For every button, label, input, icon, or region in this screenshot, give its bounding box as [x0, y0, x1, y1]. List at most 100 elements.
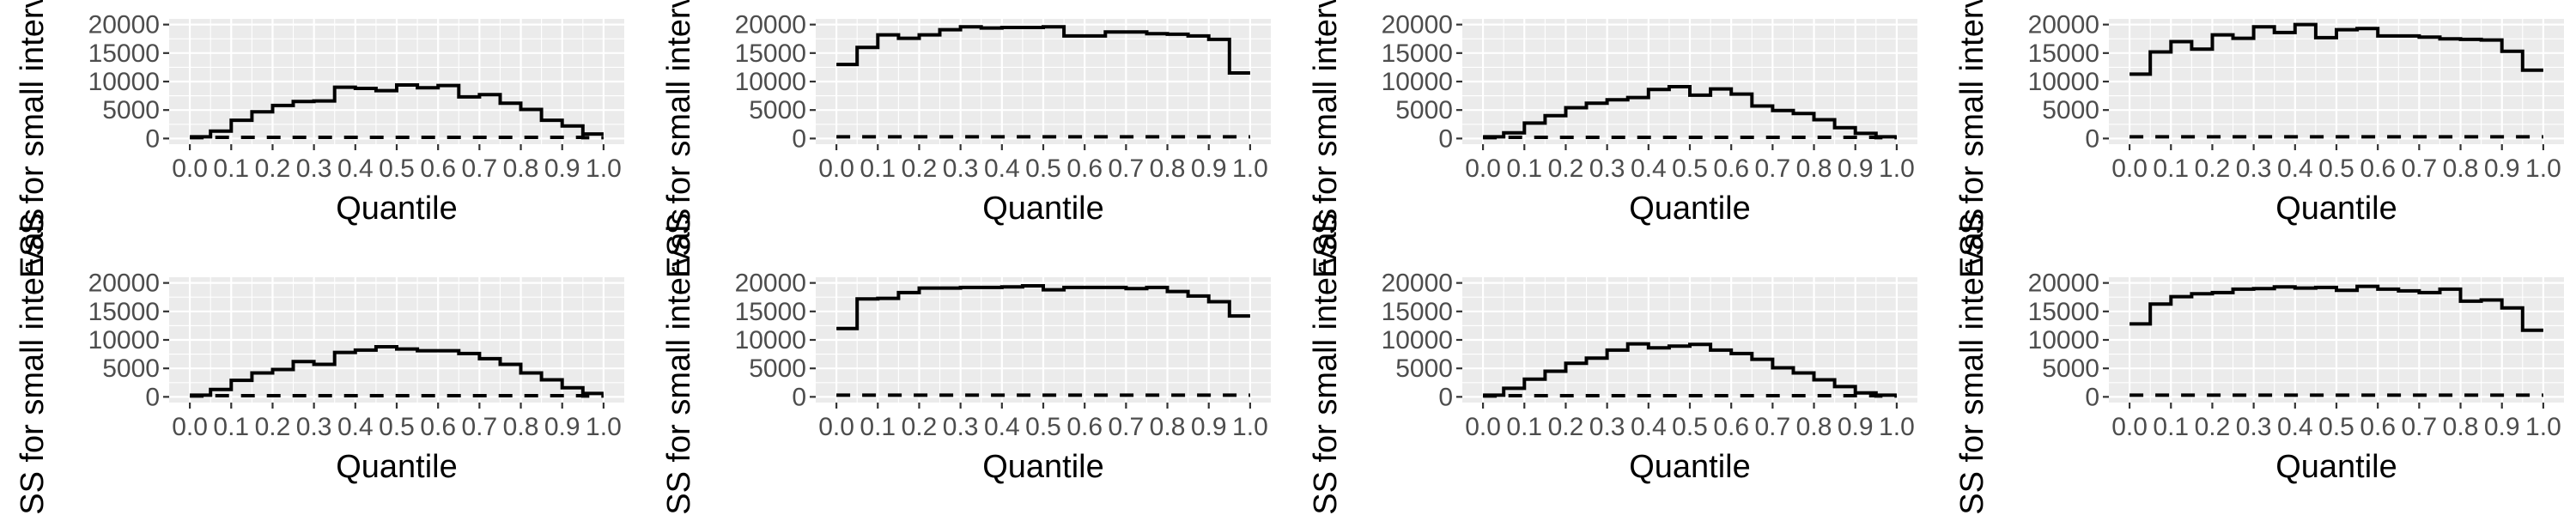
y-tick-label: 20000 — [88, 11, 160, 39]
x-tick-label: 0.1 — [860, 154, 896, 183]
x-tick-label: 0.2 — [2195, 154, 2231, 183]
x-tick-label: 0.4 — [984, 154, 1020, 183]
x-tick-label: 0.4 — [337, 413, 374, 441]
series-line-1 — [1483, 342, 1897, 397]
x-tick-label: 0.6 — [420, 154, 456, 183]
x-tick-label: 0.7 — [1109, 154, 1145, 183]
series-line-1 — [190, 83, 604, 139]
y-axis-title: ESS for small intervals — [1954, 0, 1990, 278]
x-tick-label: 0.0 — [818, 413, 854, 441]
x-tick-label: 0.8 — [2443, 413, 2479, 441]
y-tick-label: 15000 — [735, 298, 806, 326]
y-axis-title: ESS for small intervals — [15, 0, 51, 278]
y-axis-title: ESS for small intervals — [15, 209, 51, 515]
x-tick-label: 0.8 — [503, 154, 539, 183]
x-tick-label: 0.6 — [1713, 154, 1749, 183]
x-tick-label: 0.7 — [2402, 413, 2438, 441]
y-tick-label: 0 — [1438, 124, 1453, 153]
y-tick-label: 20000 — [1382, 270, 1453, 298]
x-axis-title: Quantile — [2275, 449, 2397, 485]
x-tick-label: 0.5 — [1025, 154, 1061, 183]
y-tick-label: 10000 — [1382, 326, 1453, 354]
x-tick-label: 0.7 — [462, 413, 498, 441]
x-tick-label: 0.7 — [1109, 413, 1145, 441]
x-tick-label: 0.3 — [296, 413, 332, 441]
x-tick-label: 0.3 — [943, 413, 979, 441]
y-tick-label: 20000 — [2028, 270, 2099, 298]
x-tick-label: 0.6 — [1066, 154, 1103, 183]
x-tick-label: 0.4 — [2277, 154, 2313, 183]
x-tick-label: 1.0 — [586, 154, 622, 183]
y-axis-title: ESS for small intervals — [661, 0, 697, 278]
x-tick-label: 0.7 — [1755, 413, 1791, 441]
y-axis-title: ESS for small intervals — [1308, 209, 1344, 515]
x-tick-label: 0.4 — [2277, 413, 2313, 441]
x-tick-label: 0.5 — [1672, 154, 1708, 183]
y-axis-title: ESS for small intervals — [1954, 209, 1990, 515]
x-tick-label: 0.1 — [1506, 413, 1542, 441]
x-axis-title: Quantile — [336, 449, 458, 485]
x-tick-label: 0.4 — [337, 154, 374, 183]
x-tick-label: 0.0 — [2111, 413, 2148, 441]
x-tick-label: 1.0 — [1879, 154, 1915, 183]
y-tick-label: 20000 — [88, 270, 160, 298]
x-tick-label: 0.9 — [544, 154, 580, 183]
x-tick-label: 0.7 — [1755, 154, 1791, 183]
y-tick-label: 10000 — [88, 326, 160, 354]
series-line-1 — [1483, 85, 1897, 139]
x-tick-label: 0.2 — [902, 154, 938, 183]
x-tick-label: 0.0 — [2111, 154, 2148, 183]
x-tick-label: 0.7 — [462, 154, 498, 183]
x-tick-label: 1.0 — [1879, 413, 1915, 441]
x-tick-label: 1.0 — [1232, 413, 1268, 441]
x-tick-label: 0.3 — [943, 154, 979, 183]
x-tick-label: 0.5 — [2318, 413, 2354, 441]
x-tick-label: 0.3 — [296, 154, 332, 183]
x-tick-label: 0.1 — [860, 413, 896, 441]
x-tick-label: 1.0 — [586, 413, 622, 441]
x-tick-label: 0.9 — [1838, 413, 1874, 441]
x-axis-title: Quantile — [982, 449, 1104, 485]
x-tick-label: 0.5 — [2318, 154, 2354, 183]
x-tick-label: 0.5 — [379, 413, 415, 441]
x-tick-label: 0.9 — [544, 413, 580, 441]
y-tick-label: 10000 — [88, 68, 160, 96]
series-line-1 — [190, 345, 604, 397]
y-tick-label: 0 — [145, 383, 160, 411]
x-tick-label: 0.1 — [213, 154, 249, 183]
y-tick-label: 5000 — [1395, 354, 1453, 383]
x-tick-label: 1.0 — [1232, 154, 1268, 183]
series-line-1 — [2129, 284, 2543, 332]
x-tick-label: 0.8 — [2443, 154, 2479, 183]
series-line-1 — [2129, 22, 2543, 76]
x-tick-label: 0.8 — [1150, 154, 1186, 183]
x-tick-label: 0.0 — [172, 154, 208, 183]
y-tick-label: 20000 — [2028, 11, 2099, 39]
x-tick-label: 0.4 — [1631, 413, 1667, 441]
x-tick-label: 0.1 — [2153, 154, 2189, 183]
x-axis-title: Quantile — [336, 191, 458, 227]
x-tick-label: 0.4 — [984, 413, 1020, 441]
y-tick-label: 5000 — [2042, 96, 2099, 124]
x-tick-label: 0.0 — [172, 413, 208, 441]
x-tick-label: 0.6 — [2360, 413, 2396, 441]
x-tick-label: 0.1 — [213, 413, 249, 441]
x-tick-label: 0.9 — [1191, 154, 1227, 183]
series-line-1 — [836, 25, 1250, 75]
x-tick-label: 0.5 — [1025, 413, 1061, 441]
x-tick-label: 0.9 — [1838, 154, 1874, 183]
y-tick-label: 15000 — [2028, 298, 2099, 326]
x-tick-label: 0.2 — [2195, 413, 2231, 441]
y-tick-label: 0 — [1438, 383, 1453, 411]
y-tick-label: 5000 — [749, 96, 806, 124]
y-tick-label: 20000 — [1382, 11, 1453, 39]
y-tick-label: 15000 — [88, 39, 160, 68]
x-tick-label: 0.3 — [2236, 413, 2272, 441]
x-tick-label: 0.6 — [2360, 154, 2396, 183]
y-tick-label: 5000 — [1395, 96, 1453, 124]
